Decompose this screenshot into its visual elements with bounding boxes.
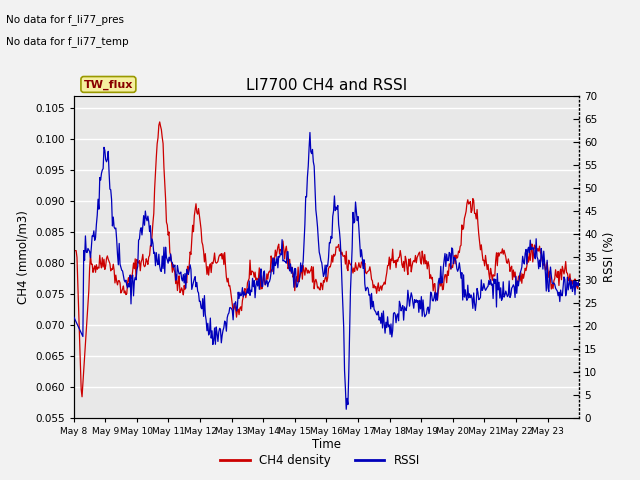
Text: TW_flux: TW_flux xyxy=(84,79,133,90)
Legend: CH4 density, RSSI: CH4 density, RSSI xyxy=(216,449,424,472)
Text: No data for f_li77_temp: No data for f_li77_temp xyxy=(6,36,129,47)
Title: LI7700 CH4 and RSSI: LI7700 CH4 and RSSI xyxy=(246,78,407,94)
Y-axis label: CH4 (mmol/m3): CH4 (mmol/m3) xyxy=(17,210,29,304)
Text: No data for f_li77_pres: No data for f_li77_pres xyxy=(6,14,124,25)
Y-axis label: RSSI (%): RSSI (%) xyxy=(603,232,616,282)
X-axis label: Time: Time xyxy=(312,438,341,451)
